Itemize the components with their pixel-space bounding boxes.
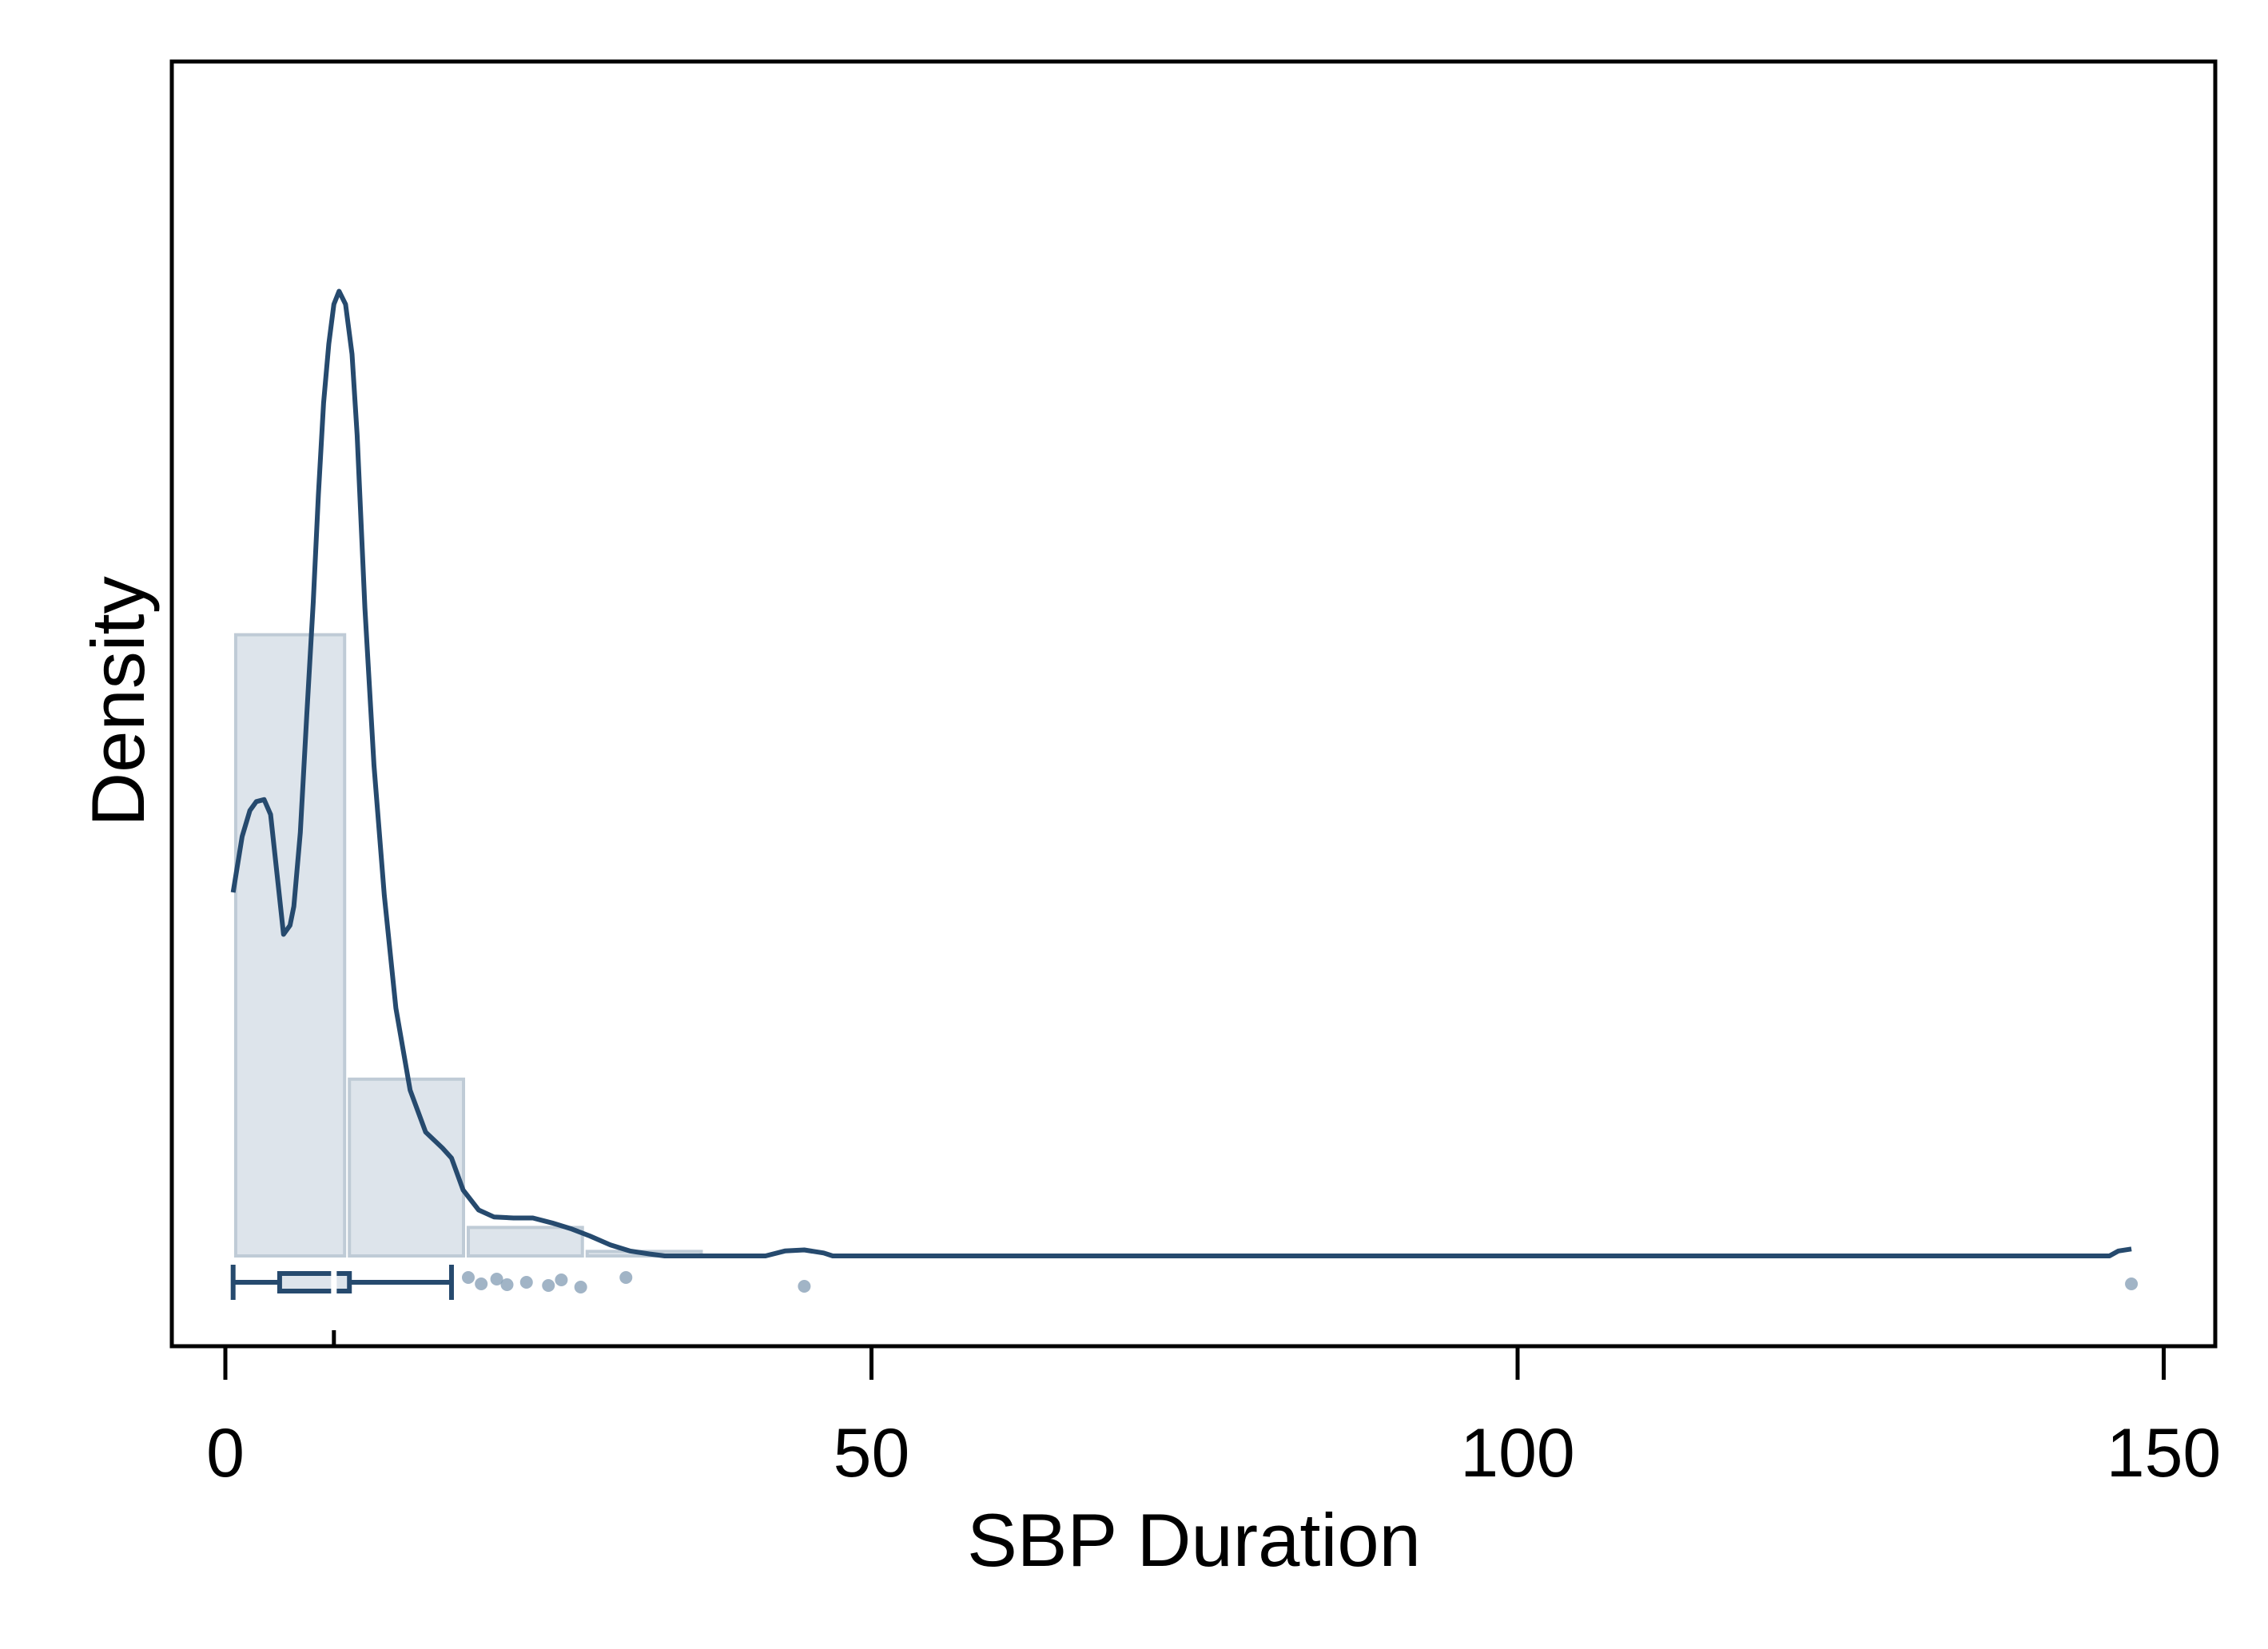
iqr-box [277,1271,352,1293]
outlier-point [619,1271,633,1284]
histogram-bar [348,1077,465,1258]
histogram-bar [466,1226,584,1258]
y-axis-title: Density [76,576,160,826]
density-curve [230,288,2132,1258]
x-tick-label: 100 [1460,1415,1575,1492]
plot-frame [169,59,2218,1349]
outlier-point [500,1278,514,1291]
outlier-point [798,1280,811,1293]
outlier-point [461,1271,475,1284]
outlier-point [574,1281,587,1293]
x-tick-label: 50 [834,1415,910,1492]
boxplot [230,1265,454,1300]
x-axis-ticks: 0 50 100 150 [206,1330,2221,1492]
density-curve-group [230,288,2132,1258]
outlier-point [490,1273,503,1285]
outlier-point [519,1276,533,1289]
outlier-point [555,1274,568,1286]
x-tick-label: 150 [2107,1415,2222,1492]
outlier-point [542,1279,555,1292]
outlier-points [461,1271,2139,1293]
histogram-bar [233,633,347,1258]
outlier-point [475,1277,488,1290]
x-tick-label: 0 [206,1415,245,1492]
outlier-point [2125,1277,2139,1290]
x-axis-title: SBP Duration [967,1498,1421,1582]
histogram-bars [233,633,703,1258]
